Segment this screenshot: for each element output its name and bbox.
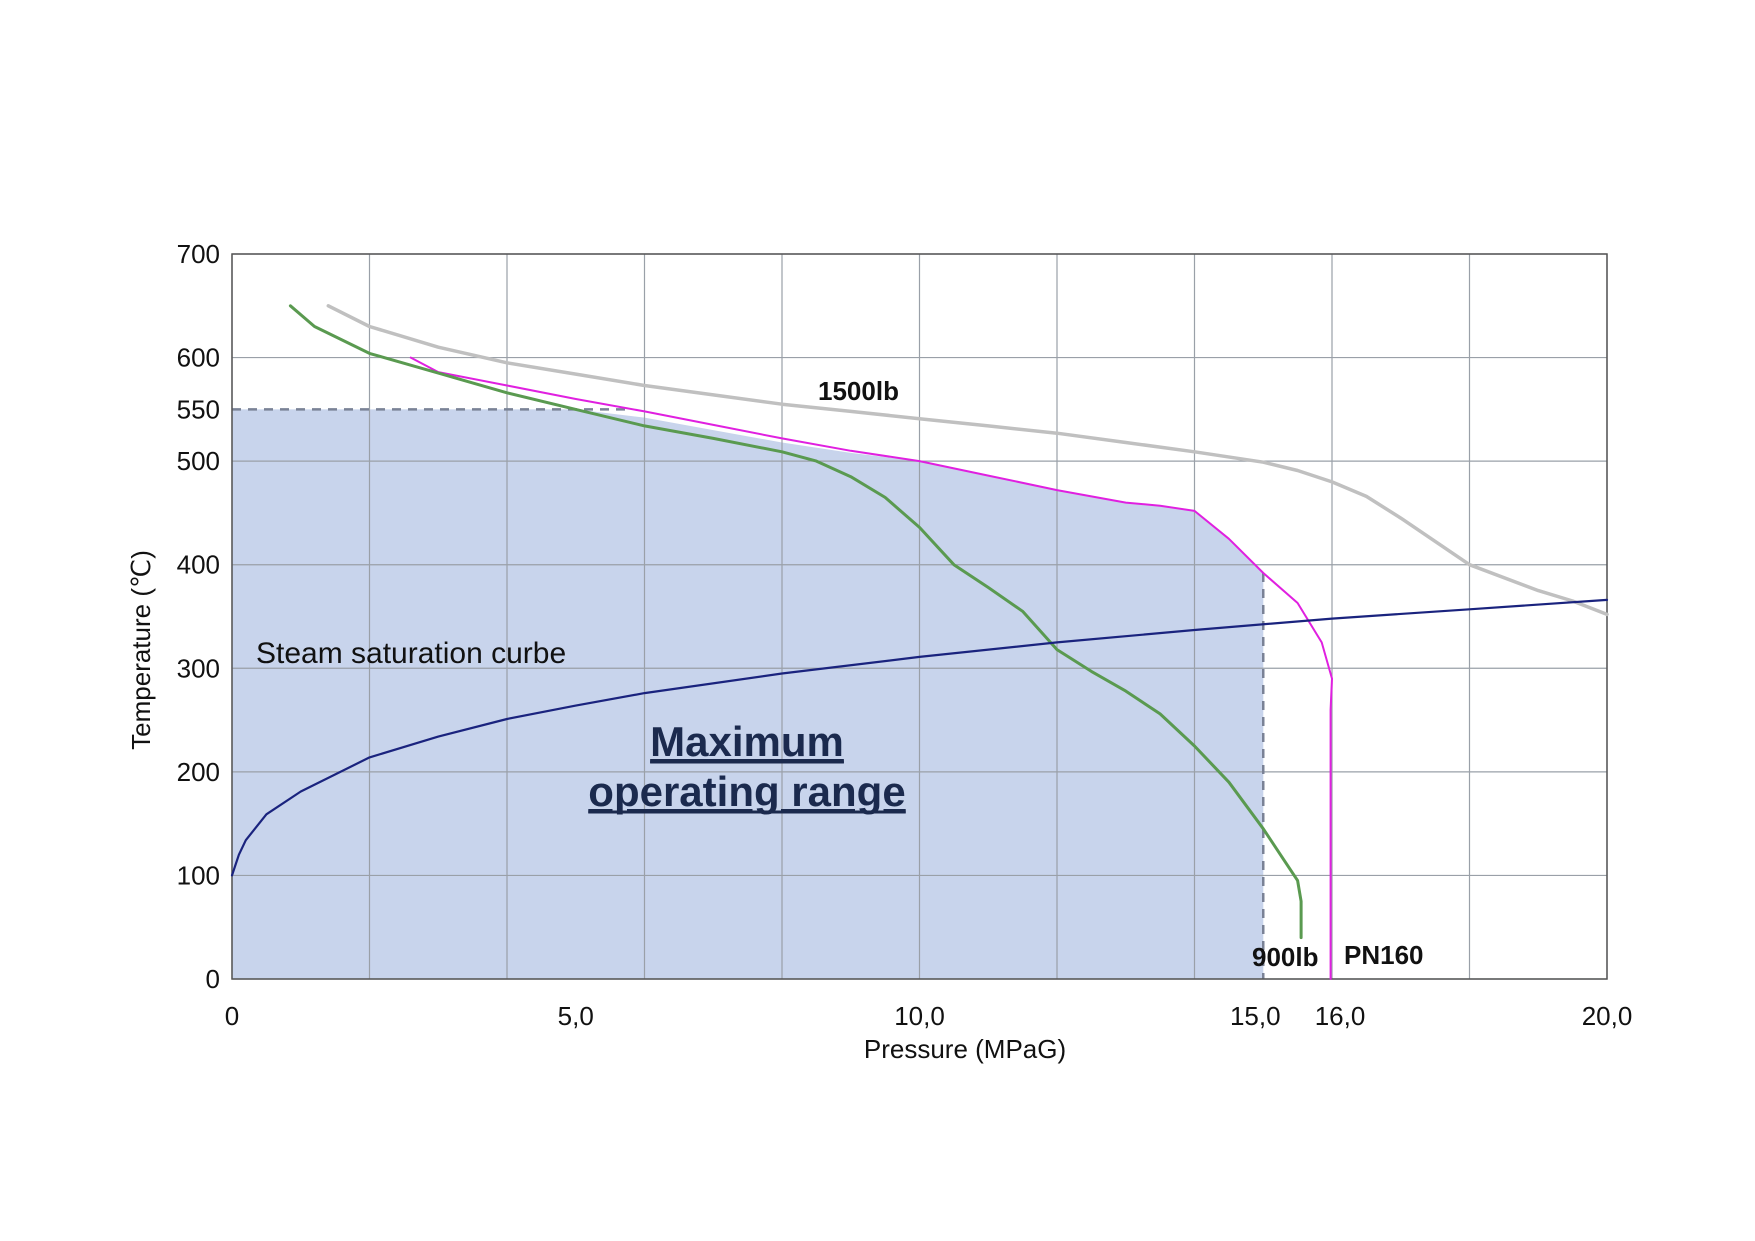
- y-tick-label: 550: [177, 394, 220, 424]
- x-tick-label: 16,0: [1315, 1001, 1366, 1031]
- y-axis-ticks: 0 100 200 300 400 500 550 600 700: [177, 239, 220, 994]
- series-lines: [230, 304, 1609, 980]
- y-tick-label: 500: [177, 446, 220, 476]
- y-tick-label: 600: [177, 343, 220, 373]
- y-tick-label: 400: [177, 550, 220, 580]
- plot-frame: [231, 253, 1608, 980]
- series-line-1500lb: [326, 304, 1609, 617]
- operating-range-region: [232, 409, 1264, 979]
- y-tick-label: 700: [177, 239, 220, 269]
- x-axis-label: Pressure (MPaG): [864, 1034, 1066, 1064]
- series-line-900lb: [288, 304, 1303, 940]
- series-label-1500lb: 1500lb: [818, 376, 899, 406]
- series-label-900lb: 900lb: [1252, 942, 1319, 972]
- y-tick-label: 100: [177, 860, 220, 890]
- x-tick-label: 15,0: [1230, 1001, 1281, 1031]
- series-line-pn160: [409, 356, 1333, 980]
- region-label-line1: Maximum: [650, 718, 844, 765]
- x-tick-label: 20,0: [1582, 1001, 1633, 1031]
- x-tick-label: 0: [225, 1001, 239, 1031]
- series-label-pn160: PN160: [1344, 940, 1424, 970]
- y-tick-label: 300: [177, 653, 220, 683]
- series-line-steam-saturation-curbe: [230, 598, 1609, 877]
- region-label-line2: operating range: [588, 768, 905, 815]
- x-axis-ticks: 0 5,0 10,0 15,0 16,0 20,0: [225, 1001, 1633, 1031]
- x-tick-label: 10,0: [894, 1001, 945, 1031]
- y-tick-label: 0: [206, 964, 220, 994]
- y-axis-label: Temperature (℃): [126, 550, 156, 750]
- steam-saturation-label: Steam saturation curbe: [256, 637, 566, 670]
- y-tick-label: 200: [177, 757, 220, 787]
- x-tick-label: 5,0: [558, 1001, 594, 1031]
